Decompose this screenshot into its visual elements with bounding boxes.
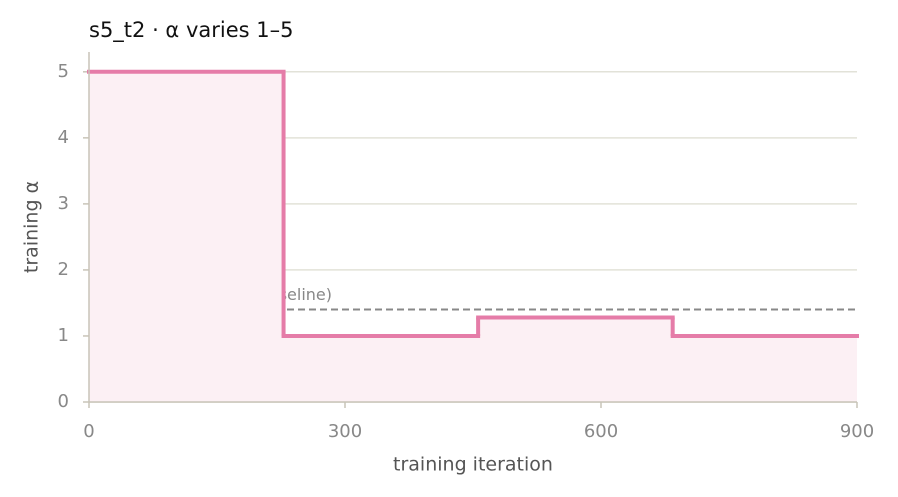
x-tick-label: 900 [840, 421, 874, 442]
y-tick-label: 2 [58, 259, 69, 280]
x-tick-label: 300 [328, 421, 362, 442]
x-tick-label: 0 [83, 421, 94, 442]
x-tick-label: 600 [584, 421, 618, 442]
x-axis-label: training iteration [393, 454, 553, 476]
area [89, 71, 857, 403]
y-tick-label: 5 [58, 61, 69, 82]
y-tick-label: 4 [58, 127, 69, 148]
y-tick-label: 0 [58, 391, 69, 412]
y-tick-label: 1 [58, 325, 69, 346]
y-axis-label: training α [21, 181, 43, 273]
y-tick-label: 3 [58, 193, 69, 214]
chart-title: s5_t2 · α varies 1–5 [89, 18, 293, 43]
